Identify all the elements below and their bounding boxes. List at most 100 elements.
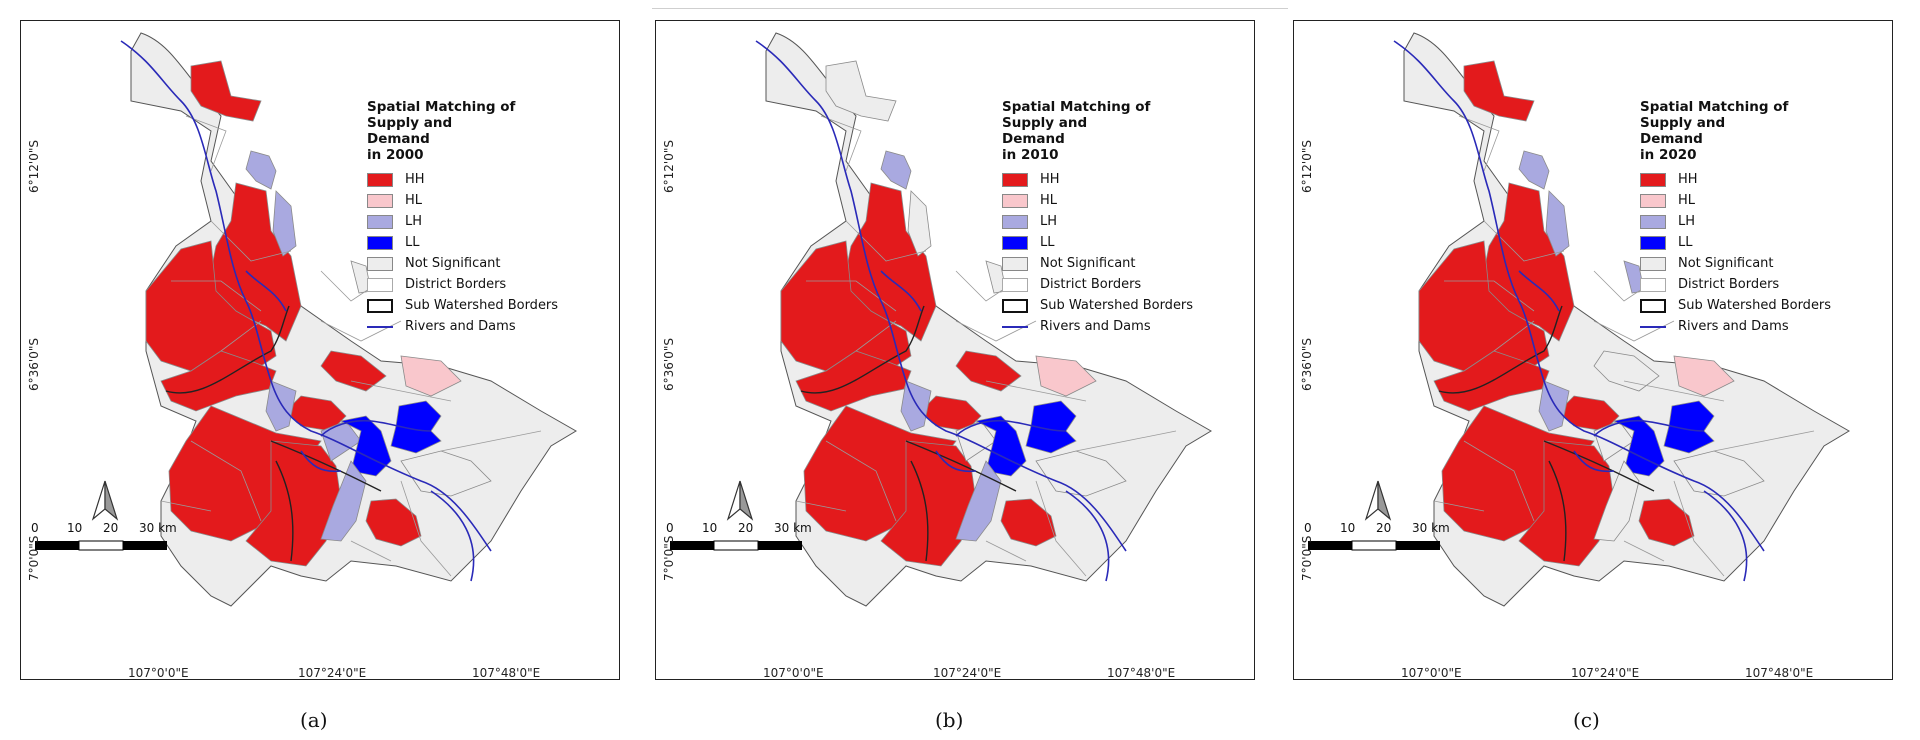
- district-lh: [1518, 150, 1550, 190]
- longitude-label: 107°24'0"E: [933, 666, 1002, 680]
- legend-item: Sub Watershed Borders: [1640, 295, 1880, 316]
- panel-caption: (b): [935, 708, 964, 732]
- legend-title-line: Supply and Demand: [1002, 115, 1088, 147]
- map-legend: Spatial Matching of Supply and Demand in 2…: [1640, 99, 1880, 337]
- district-border: [985, 540, 1027, 562]
- district-hh: [955, 350, 1022, 392]
- district-border: [1463, 440, 1535, 522]
- longitude-label: 107°48'0"E: [1107, 666, 1176, 680]
- legend-title-line: Spatial Matching of: [1002, 99, 1151, 115]
- legend-label: Sub Watershed Borders: [1040, 298, 1194, 313]
- legend-swatch: [367, 214, 393, 229]
- legend-label: LL: [1678, 235, 1693, 250]
- district-hh: [245, 440, 342, 567]
- legend-label: LL: [405, 235, 420, 250]
- scale-tick-label: 0: [1304, 521, 1312, 535]
- district-hh: [1518, 440, 1615, 567]
- legend-label: LH: [1040, 214, 1058, 229]
- legend-swatch: [1002, 214, 1028, 229]
- river-line: [1065, 490, 1110, 582]
- legend-swatch: [1002, 298, 1028, 313]
- map-panel-b: 0 10 20 30 km 6°12'0"S 6°36'0"S 7°0'0"S Spatial…: [655, 20, 1255, 680]
- legend-label: HH: [1678, 172, 1698, 187]
- river-line: [245, 270, 287, 312]
- district-hh: [1418, 240, 1550, 372]
- district-border: [190, 440, 262, 522]
- river-line: [430, 490, 475, 582]
- longitude-label: 107°24'0"E: [298, 666, 367, 680]
- top-rule: [652, 8, 1288, 9]
- legend-swatch: [367, 193, 393, 208]
- legend-swatch: [1002, 235, 1028, 250]
- sub-watershed-border: [800, 305, 925, 394]
- legend-label: LH: [405, 214, 423, 229]
- legend-swatch: [1002, 277, 1028, 292]
- longitude-label: 107°0'0"E: [128, 666, 189, 680]
- district-border: [825, 440, 897, 522]
- district-hh: [205, 182, 302, 342]
- river-line: [1573, 450, 1615, 473]
- legend-item: HH: [1640, 169, 1880, 190]
- scale-bar: [35, 540, 167, 551]
- north-arrow-icon: [726, 480, 754, 521]
- legend-label: LH: [1678, 214, 1696, 229]
- latitude-label: 7°0'0"S: [1300, 535, 1314, 581]
- scale-tick-label: 10: [1340, 521, 1356, 535]
- district-lh: [320, 460, 367, 542]
- district-hh: [365, 498, 422, 547]
- district-hh: [1441, 405, 1595, 542]
- district-lh: [880, 150, 912, 190]
- district-border: [1433, 500, 1485, 512]
- legend-label: Rivers and Dams: [1040, 319, 1151, 334]
- legend-label: District Borders: [1678, 277, 1780, 292]
- legend-swatch: [1640, 277, 1666, 292]
- scale-tick-label: 10: [67, 521, 83, 535]
- district-ns: [1593, 460, 1640, 542]
- legend-title-line: Supply and Demand: [367, 115, 453, 147]
- district-border: [795, 500, 847, 512]
- legend-swatch: [1640, 214, 1666, 229]
- district-ll: [1025, 400, 1077, 454]
- district-border: [185, 115, 227, 172]
- legend-item: Not Significant: [1640, 253, 1880, 274]
- sub-watershed-border: [275, 460, 294, 562]
- latitude-label: 6°12'0"S: [27, 140, 41, 193]
- legend-item: LH: [1002, 211, 1242, 232]
- scale-tick-label: 20: [103, 521, 119, 535]
- latitude-label: 7°0'0"S: [27, 535, 41, 581]
- river-line: [880, 270, 922, 312]
- district-hl: [1035, 355, 1097, 397]
- legend-label: LL: [1040, 235, 1055, 250]
- legend-item: Sub Watershed Borders: [1002, 295, 1242, 316]
- river-line: [1703, 490, 1748, 582]
- district-border: [820, 115, 862, 172]
- sub-watershed-border: [905, 440, 1017, 492]
- legend-swatch: [1640, 298, 1666, 313]
- legend-item: HH: [367, 169, 607, 190]
- river-line: [120, 40, 492, 552]
- sub-watershed-border: [1438, 305, 1563, 394]
- district-hh: [320, 350, 387, 392]
- legend-item: Rivers and Dams: [1002, 316, 1242, 337]
- legend-item: Not Significant: [367, 253, 607, 274]
- legend-label: HL: [1678, 193, 1696, 208]
- district-lh: [1538, 380, 1570, 432]
- legend-item: HH: [1002, 169, 1242, 190]
- district-border: [350, 380, 452, 402]
- district-hh: [190, 60, 262, 122]
- legend-label: HH: [405, 172, 425, 187]
- legend-title-line: in 2000: [367, 147, 424, 163]
- district-ll: [390, 400, 442, 454]
- scale-tick-label: 30 km: [139, 521, 177, 535]
- river-line: [1393, 40, 1765, 552]
- scale-tick-label: 0: [666, 521, 674, 535]
- district-border: [1483, 220, 1565, 262]
- river-line: [1593, 419, 1705, 437]
- legend-label: Sub Watershed Borders: [405, 298, 559, 313]
- north-arrow-icon: [1364, 480, 1392, 521]
- district-border: [1623, 540, 1665, 562]
- north-arrow-icon: [91, 480, 119, 521]
- legend-title-line: Spatial Matching of: [1640, 99, 1789, 115]
- scale-bar: [1308, 540, 1440, 551]
- district-lh: [955, 460, 1002, 542]
